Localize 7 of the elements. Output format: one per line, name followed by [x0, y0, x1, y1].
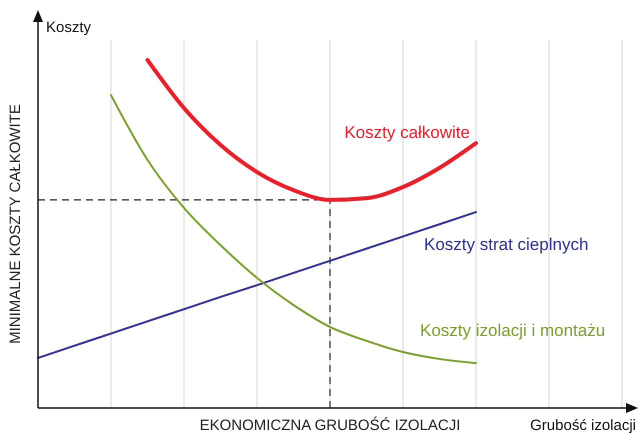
y-axis-title: Koszty: [46, 19, 92, 36]
series-label: Koszty całkowite: [344, 123, 470, 142]
series-label: Koszty izolacji i montażu: [420, 321, 606, 340]
text: MINIMALNE KOSZTY CAŁKOWITE: [7, 104, 24, 344]
series-label: Koszty strat cieplnych: [424, 235, 588, 254]
x-axis-title: Grubość izolacji: [530, 417, 636, 433]
text: EKONOMICZNA GRUBOŚĆ IZOLACJI: [200, 416, 460, 433]
